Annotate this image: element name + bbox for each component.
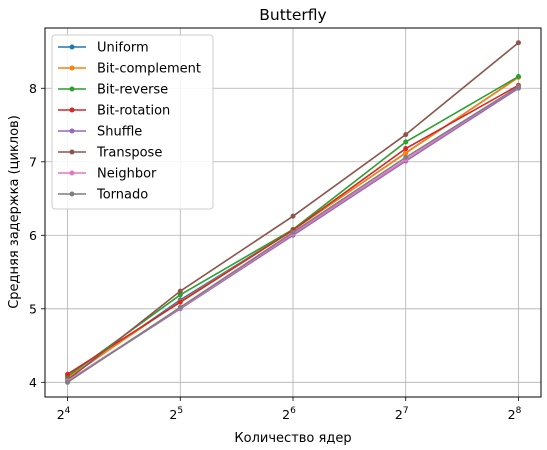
legend-box <box>51 34 214 210</box>
data-point <box>177 304 183 310</box>
legend-label: Transpose <box>96 146 162 161</box>
legend-label: Tornado <box>96 188 148 203</box>
data-point <box>290 229 296 235</box>
legend-marker <box>69 191 75 197</box>
legend-marker <box>69 86 75 92</box>
legend-label: Uniform <box>97 41 149 56</box>
data-point <box>177 288 183 294</box>
x-tick-label: 24 <box>57 406 71 422</box>
y-tick-label: 4 <box>29 375 37 390</box>
series-lines <box>65 40 521 385</box>
legend-marker <box>69 170 75 176</box>
data-point <box>515 74 521 80</box>
legend-label: Bit-complement <box>97 62 201 77</box>
axis-ticks: 24 25 26 27 28 4 5 6 7 8 <box>29 81 522 422</box>
y-tick-label: 7 <box>29 154 37 169</box>
legend-marker <box>69 44 75 50</box>
y-axis-label: Средняя задержка (циклов) <box>7 115 22 309</box>
data-point <box>403 146 409 152</box>
y-tick-label: 6 <box>29 228 37 243</box>
legend-label: Shuffle <box>97 125 142 140</box>
data-point <box>515 40 521 46</box>
legend: Uniform Bit-complement Bit-reverse Bit-rota… <box>51 34 214 210</box>
y-tick-label: 8 <box>29 81 37 96</box>
data-point <box>177 292 183 298</box>
legend-marker <box>69 65 75 71</box>
legend-marker <box>69 107 75 113</box>
data-point <box>403 139 409 145</box>
legend-marker <box>69 149 75 155</box>
x-tick-label: 27 <box>395 406 409 422</box>
data-point <box>515 84 521 90</box>
data-point <box>403 150 409 156</box>
x-tick-label: 28 <box>508 406 522 422</box>
y-tick-label: 5 <box>29 301 37 316</box>
legend-label: Bit-rotation <box>97 104 170 119</box>
x-axis-label: Количество ядер <box>234 431 351 446</box>
data-point <box>177 299 183 305</box>
chart-title: Butterfly <box>259 6 326 24</box>
legend-marker <box>69 128 75 134</box>
data-point <box>290 213 296 219</box>
legend-label: Bit-reverse <box>97 83 168 98</box>
legend-label: Neighbor <box>97 167 157 182</box>
data-point <box>65 371 71 377</box>
data-point <box>403 132 409 138</box>
data-point <box>65 379 71 385</box>
x-tick-label: 25 <box>169 406 183 422</box>
data-point <box>403 154 409 160</box>
x-tick-label: 26 <box>282 406 296 422</box>
